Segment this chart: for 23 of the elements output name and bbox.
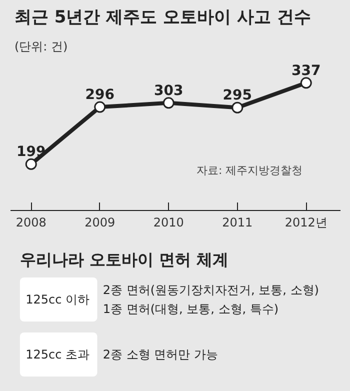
x-tick-label: 2012년: [284, 216, 328, 230]
x-tick-label: 2010: [153, 216, 184, 230]
text: 우리나라 오토바이 면허 체계: [20, 250, 229, 269]
text: 자료: 제주지방경찰청: [196, 164, 303, 178]
text: 125cc 이하: [26, 292, 90, 306]
text: 125cc 초과: [26, 348, 90, 362]
chart-subtitle: (단위: 건): [14, 40, 68, 54]
text: 2종 면허(원동기장치자전거, 보통, 소형): [102, 283, 319, 297]
data-label: 296: [85, 87, 114, 104]
x-tick-label: 2008: [16, 216, 46, 230]
point: [232, 102, 244, 114]
text: 2종 소형 면허만 가능: [102, 348, 218, 362]
data-label: 295: [222, 88, 252, 104]
data-label: 303: [154, 82, 184, 99]
x-tick-label: 2009: [84, 216, 116, 230]
data-label: 337: [292, 62, 321, 79]
point: [25, 158, 37, 170]
point: [300, 77, 312, 89]
point: [94, 101, 106, 113]
point: [162, 97, 174, 109]
text: 1종 면허(대형, 보통, 소형, 특수): [102, 302, 279, 316]
chart-title: 최근 5년간 제주도 오토바이 사고 건수: [14, 8, 311, 28]
x-tick-label: 2011: [222, 216, 253, 230]
